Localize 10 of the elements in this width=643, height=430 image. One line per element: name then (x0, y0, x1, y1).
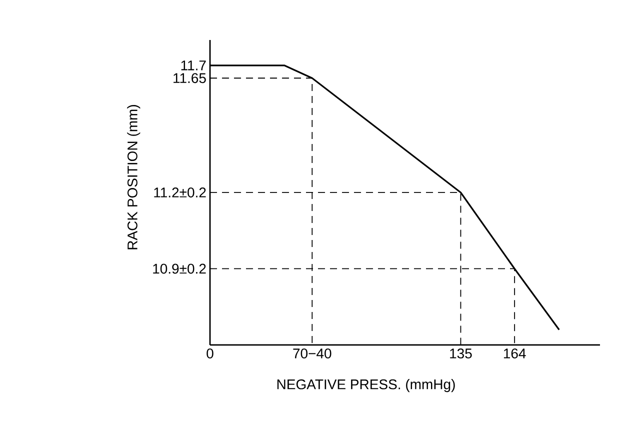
x-tick-label: 164 (504, 348, 526, 358)
x-tick-label: 70−40 (293, 348, 332, 358)
x-tick-label: 135 (450, 348, 472, 358)
x-tick-label: 0 (206, 348, 214, 358)
y-tick-label: 11.7 (181, 60, 206, 70)
x-axis-title: NEGATIVE PRESS. (mmHg) (277, 379, 455, 392)
y-tick-label: 10.9±0.2 (153, 264, 206, 274)
y-axis-title: RACK POSITION (mm) (127, 105, 140, 250)
y-tick-label: 11.65 (174, 73, 206, 84)
y-tick-label: 11.2±0.2 (154, 188, 206, 198)
